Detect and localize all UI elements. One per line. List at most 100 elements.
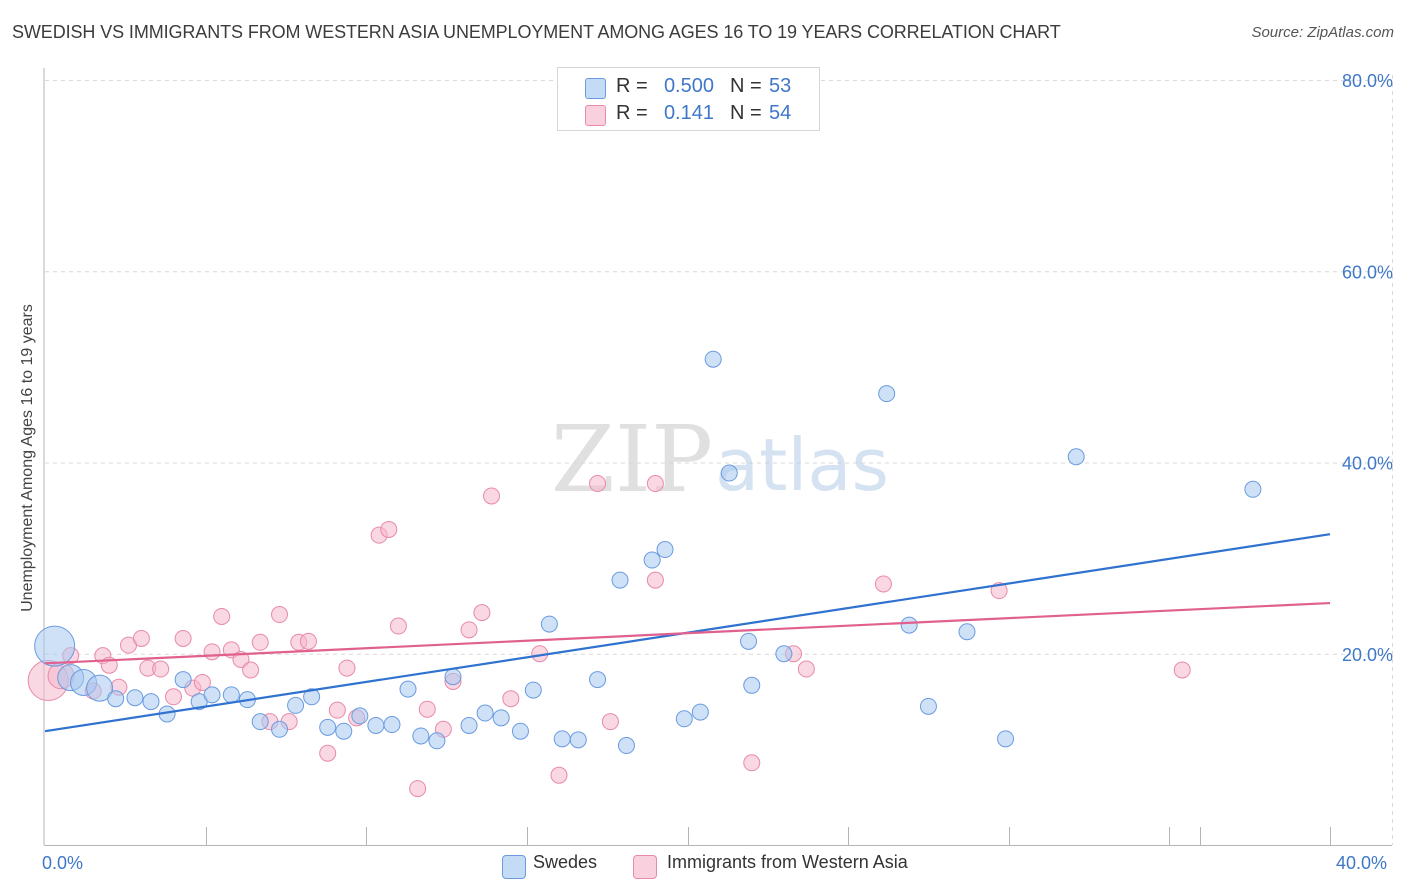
- legend-r-value: 0.500: [663, 75, 714, 97]
- immigrants-point: [460, 621, 478, 639]
- swedes-point: [1244, 480, 1262, 498]
- swedes-point: [203, 686, 221, 704]
- immigrants-point: [409, 780, 427, 798]
- legend-r-label: R =: [616, 102, 648, 124]
- swedes-point: [492, 709, 510, 727]
- legend-r-value: 0.141: [663, 102, 714, 124]
- bottom-legend-swatch-swedes: [502, 855, 526, 879]
- bottom-legend-swatch-immigrants: [633, 855, 657, 879]
- swedes-point: [107, 690, 125, 708]
- swedes-point: [611, 571, 629, 589]
- immigrants-point: [213, 607, 231, 625]
- swedes-point: [399, 680, 417, 698]
- swedes-point: [656, 541, 674, 559]
- swedes-point: [589, 671, 607, 689]
- legend-n-label: N =: [730, 102, 762, 124]
- immigrants-point: [483, 487, 501, 505]
- immigrants-point: [646, 475, 664, 493]
- swedes-point: [878, 385, 896, 403]
- x-tick-label-min: 0.0%: [42, 853, 84, 873]
- chart-source: Source: ZipAtlas.com: [1251, 24, 1394, 41]
- swedes-point: [691, 703, 709, 721]
- immigrants-point: [874, 575, 892, 593]
- immigrants-point: [550, 766, 568, 784]
- immigrants-point: [271, 606, 289, 624]
- immigrants-point: [299, 632, 317, 650]
- watermark: ZIP atlas: [551, 406, 889, 513]
- swedes-point: [540, 615, 558, 633]
- x-tick-label-max: 40.0%: [1336, 853, 1388, 873]
- swedes-point: [412, 727, 430, 745]
- swedes-point: [86, 674, 114, 702]
- immigrants-point: [338, 659, 356, 677]
- swedes-point: [460, 716, 478, 734]
- immigrants-point: [319, 744, 337, 762]
- y-tick-label: 20.0%: [1342, 645, 1393, 665]
- swedes-point: [383, 716, 401, 734]
- swedes-point: [126, 689, 144, 707]
- swedes-point: [271, 720, 289, 738]
- swedes-point: [675, 710, 693, 728]
- swedes-point: [775, 645, 793, 663]
- immigrants-point: [380, 520, 398, 538]
- swedes-point: [743, 676, 761, 694]
- immigrants-point: [797, 660, 815, 678]
- legend-n-label: N =: [730, 75, 762, 97]
- immigrants-point: [165, 688, 182, 706]
- immigrants-point: [389, 617, 407, 635]
- legend-row-immigrants: R = 0.141 N = 54: [558, 102, 819, 128]
- immigrants-point: [174, 629, 192, 647]
- swedes-point: [569, 731, 587, 749]
- swedes-point: [367, 716, 385, 734]
- immigrants-point: [601, 713, 619, 731]
- legend-n-value: 54: [769, 102, 792, 124]
- bottom-legend-swedes: Swedes: [533, 852, 598, 872]
- swedes-point: [617, 737, 635, 755]
- swedes-point: [553, 730, 571, 748]
- immigrants-point: [589, 475, 607, 493]
- immigrants-point: [152, 660, 170, 678]
- legend-swatch-immigrants: [585, 105, 606, 126]
- y-tick-labels: 20.0% 40.0% 60.0% 80.0%: [1342, 71, 1393, 665]
- immigrants-point: [203, 643, 221, 661]
- immigrants-point: [646, 571, 664, 589]
- immigrants-point: [1173, 661, 1191, 679]
- legend-swatch-swedes: [585, 78, 606, 99]
- legend-row-swedes: R = 0.500 N = 53: [558, 75, 819, 101]
- immigrants-trend-line: [44, 601, 1331, 665]
- y-tick-label: 60.0%: [1342, 262, 1393, 282]
- swedes-point: [720, 464, 738, 482]
- swedes-point: [900, 616, 918, 634]
- immigrants-point: [242, 661, 260, 679]
- swedes-point: [740, 632, 758, 650]
- chart-title: SWEDISH VS IMMIGRANTS FROM WESTERN ASIA …: [12, 22, 1061, 42]
- watermark-atlas: atlas: [715, 423, 889, 507]
- immigrants-point: [132, 629, 150, 647]
- immigrants-point: [251, 633, 269, 651]
- immigrants-point: [502, 690, 520, 708]
- watermark-zip: ZIP: [551, 406, 713, 513]
- swedes-point: [303, 688, 321, 706]
- swedes-point: [142, 693, 160, 711]
- swedes-point: [444, 668, 462, 686]
- swedes-point: [643, 551, 661, 569]
- swedes-point: [287, 696, 305, 714]
- swedes-point: [351, 707, 369, 725]
- swedes-point: [997, 730, 1015, 748]
- axes-layer: [43, 68, 1392, 846]
- bottom-legend-immigrants: Immigrants from Western Asia: [667, 852, 908, 872]
- immigrants-point: [743, 754, 761, 772]
- immigrants-point: [473, 604, 491, 622]
- swedes-point: [335, 722, 353, 740]
- swedes-point: [251, 713, 269, 731]
- swedes-point: [1067, 448, 1085, 466]
- swedes-point: [476, 704, 494, 722]
- trend-layer: [44, 533, 1331, 733]
- swedes-point: [958, 623, 976, 641]
- immigrants-point: [232, 650, 250, 668]
- y-tick-label: 80.0%: [1342, 71, 1393, 91]
- swedes-point: [174, 671, 192, 689]
- immigrants-point: [193, 673, 211, 691]
- swedes-point: [34, 625, 76, 667]
